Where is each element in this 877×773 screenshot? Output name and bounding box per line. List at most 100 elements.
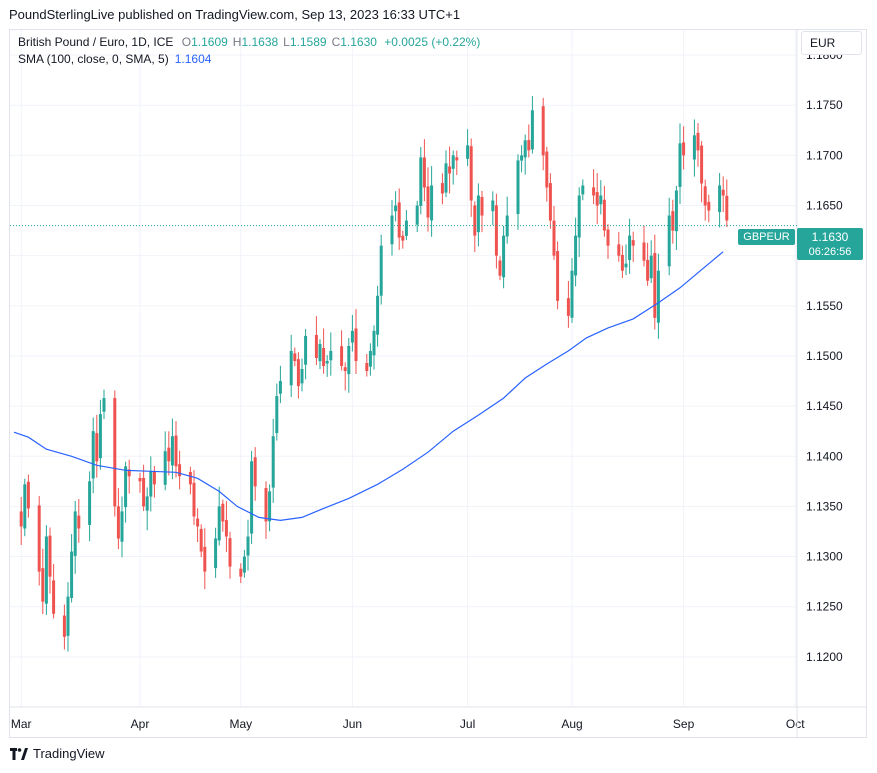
instrument-legend[interactable]: British Pound / Euro, 1D, ICE O1.1609 H1.… xyxy=(18,35,480,49)
candle xyxy=(682,126,686,170)
candle xyxy=(174,421,178,478)
candle xyxy=(228,531,232,579)
candle xyxy=(505,196,509,244)
y-tick-label: 1.1750 xyxy=(806,98,843,112)
candle xyxy=(354,309,358,375)
indicator-value: 1.1604 xyxy=(174,52,212,66)
candle xyxy=(671,199,675,244)
candle xyxy=(124,461,128,523)
price-change: +0.0025 (+0.22%) xyxy=(384,35,481,49)
candle xyxy=(66,582,70,652)
y-tick-label: 1.1200 xyxy=(806,650,843,664)
candle xyxy=(152,465,156,498)
candle xyxy=(268,484,272,532)
candle xyxy=(523,134,527,175)
candle xyxy=(649,240,653,283)
candle xyxy=(703,179,707,221)
candlestick-series xyxy=(19,96,729,652)
candle xyxy=(602,185,606,237)
candle xyxy=(422,139,426,202)
candle xyxy=(188,466,192,495)
candle xyxy=(397,188,401,250)
candle xyxy=(304,329,308,380)
candle xyxy=(98,399,102,470)
candle xyxy=(322,328,326,374)
candle xyxy=(581,179,585,201)
ohlc-value-o: 1.1609 xyxy=(191,35,228,49)
x-tick-label: Sep xyxy=(673,717,695,731)
candle xyxy=(574,217,578,287)
x-tick-label: Jun xyxy=(343,717,362,731)
candle xyxy=(430,166,434,237)
candle xyxy=(77,499,81,543)
candle xyxy=(250,450,254,545)
candle xyxy=(642,225,646,267)
candle xyxy=(102,389,106,419)
candle xyxy=(167,431,171,476)
y-tick-label: 1.1550 xyxy=(806,299,843,313)
candle xyxy=(138,472,142,493)
bar-countdown: 06:26:56 xyxy=(808,246,852,258)
y-tick-label: 1.1250 xyxy=(806,600,843,614)
ohlc-key-o: O xyxy=(181,35,192,49)
candle xyxy=(113,390,117,517)
symbol-tag: GBPEUR xyxy=(738,229,795,245)
candle xyxy=(667,197,671,276)
candle xyxy=(451,150,455,185)
candle xyxy=(545,146,549,202)
candle xyxy=(527,124,531,158)
candle xyxy=(325,355,329,377)
candle xyxy=(707,194,711,223)
candle xyxy=(480,190,484,233)
candle xyxy=(199,524,203,558)
candle xyxy=(376,285,380,347)
candle xyxy=(120,496,124,558)
tradingview-logo-icon xyxy=(10,747,28,760)
candle xyxy=(620,245,624,279)
candle xyxy=(628,218,632,274)
candle xyxy=(404,210,408,241)
candle xyxy=(552,206,556,260)
candle xyxy=(541,97,545,171)
indicator-legend[interactable]: SMA (100, close, 0, SMA, 5) 1.1604 xyxy=(18,52,211,66)
sma-line xyxy=(13,251,724,522)
candle xyxy=(624,244,628,275)
chart-frame xyxy=(9,29,867,738)
candle xyxy=(444,150,448,198)
candle xyxy=(426,167,430,232)
candle xyxy=(343,362,347,391)
candle xyxy=(556,241,560,310)
candle xyxy=(44,525,48,615)
candle xyxy=(592,169,596,205)
y-tick-label: 1.1300 xyxy=(806,550,843,564)
candle xyxy=(246,519,250,571)
candle xyxy=(48,527,52,594)
candle xyxy=(217,486,221,546)
candle xyxy=(275,383,279,441)
candle xyxy=(631,231,635,262)
candle xyxy=(196,508,200,543)
candle xyxy=(239,563,243,584)
candle xyxy=(520,145,524,173)
candle xyxy=(300,358,304,392)
y-tick-label: 1.1650 xyxy=(806,199,843,213)
candle xyxy=(491,191,495,226)
footer-brand[interactable]: TradingView xyxy=(10,746,105,761)
y-tick-label: 1.1400 xyxy=(806,449,843,463)
candle xyxy=(718,172,722,228)
indicator-name: SMA (100, close, 0, SMA, 5) xyxy=(18,52,169,66)
currency-selector[interactable]: EUR xyxy=(801,31,862,55)
y-tick-label: 1.1700 xyxy=(806,148,843,162)
candle xyxy=(19,496,23,545)
candle xyxy=(566,280,570,328)
candle xyxy=(570,258,574,323)
candle xyxy=(149,456,153,512)
candle xyxy=(41,548,45,615)
candle xyxy=(466,129,470,167)
candle xyxy=(91,417,95,494)
candle xyxy=(678,123,682,204)
footer-brand-label: TradingView xyxy=(33,746,105,761)
candle xyxy=(253,447,257,501)
candle xyxy=(577,187,581,257)
